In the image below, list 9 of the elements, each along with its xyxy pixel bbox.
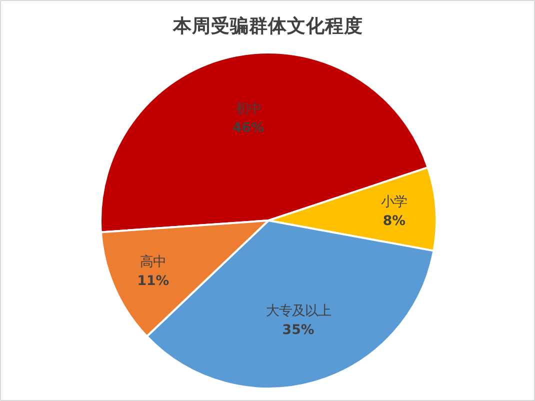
slice-label: 高中 <box>140 254 166 270</box>
slice-label: 初中 <box>235 102 262 117</box>
slice-label: 大专及以上 <box>266 304 331 319</box>
data-label: 35% <box>282 322 314 338</box>
data-label: 11% <box>137 274 170 289</box>
slice-label: 小学 <box>381 195 408 210</box>
data-label: 46% <box>232 120 264 136</box>
chart-title: 本周受骗群体文化程度 <box>172 15 363 37</box>
data-label: 8% <box>382 214 406 230</box>
